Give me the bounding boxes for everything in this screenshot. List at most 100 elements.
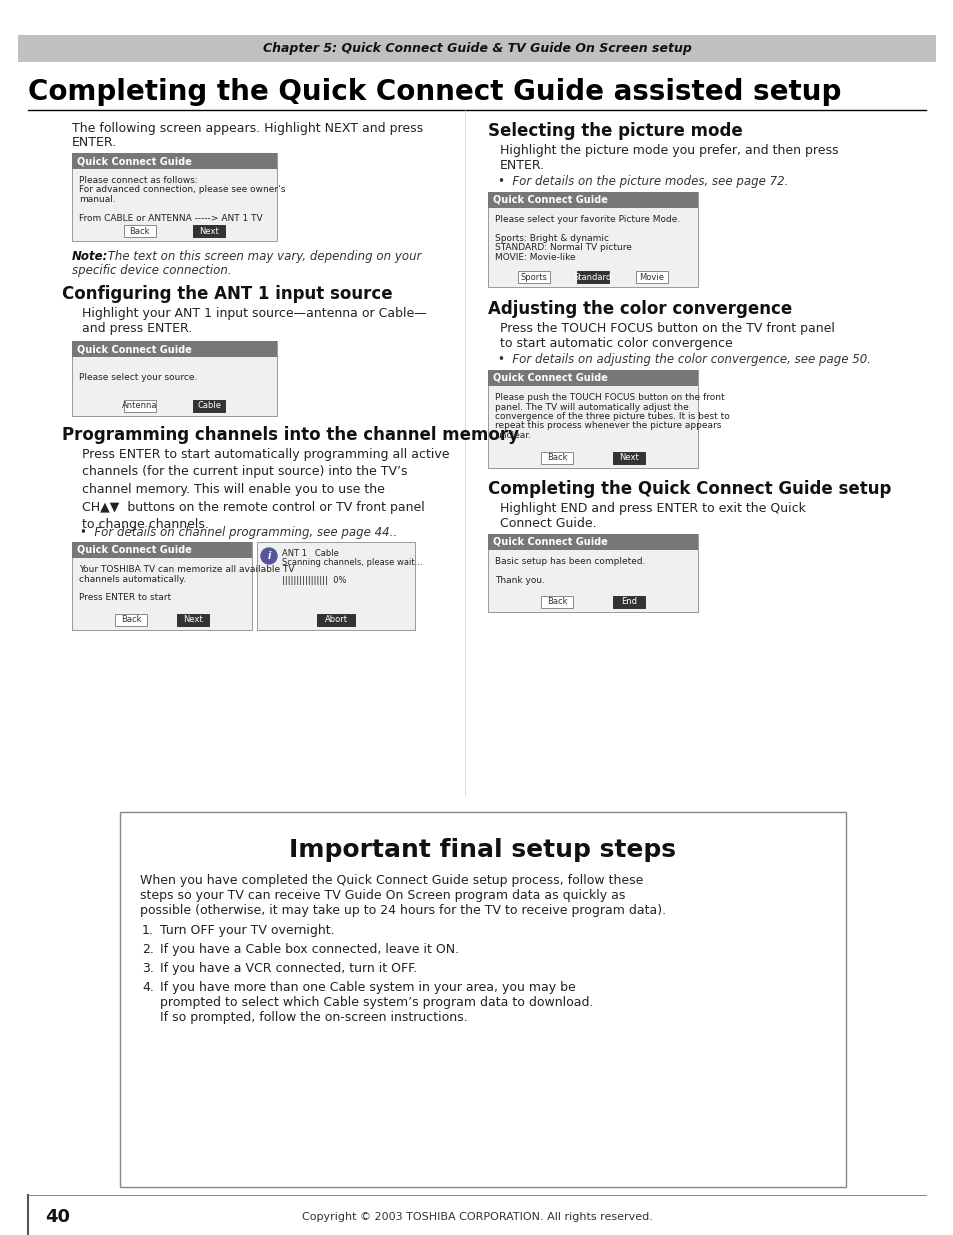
Bar xyxy=(176,614,209,626)
Text: If you have more than one Cable system in your area, you may be: If you have more than one Cable system i… xyxy=(160,981,576,994)
Text: Next: Next xyxy=(199,226,219,236)
Text: and press ENTER.: and press ENTER. xyxy=(82,322,193,335)
Text: Scanning channels, please wait...: Scanning channels, please wait... xyxy=(282,558,422,567)
Text: 4.: 4. xyxy=(142,981,153,994)
Text: Highlight the picture mode you prefer, and then press: Highlight the picture mode you prefer, a… xyxy=(499,144,838,157)
Bar xyxy=(488,534,698,550)
Bar xyxy=(71,341,276,416)
Text: •  For details on adjusting the color convergence, see page 50.: • For details on adjusting the color con… xyxy=(497,353,870,366)
Text: 2.: 2. xyxy=(142,944,153,956)
Text: Antenna: Antenna xyxy=(122,401,157,410)
Text: convergence of the three picture tubes. It is best to: convergence of the three picture tubes. … xyxy=(495,412,729,421)
Text: Highlight END and press ENTER to exit the Quick: Highlight END and press ENTER to exit th… xyxy=(499,501,805,515)
Text: Important final setup steps: Important final setup steps xyxy=(289,839,676,862)
Text: Standard: Standard xyxy=(574,273,612,282)
Text: Highlight your ANT 1 input source—antenna or Cable—: Highlight your ANT 1 input source—antenn… xyxy=(82,308,426,320)
Bar xyxy=(488,370,698,468)
Text: Turn OFF your TV overnight.: Turn OFF your TV overnight. xyxy=(160,924,335,937)
Text: Quick Connect Guide: Quick Connect Guide xyxy=(493,195,607,205)
Text: For advanced connection, please see owner’s: For advanced connection, please see owne… xyxy=(79,185,285,194)
Text: Selecting the picture mode: Selecting the picture mode xyxy=(488,122,742,140)
Text: ENTER.: ENTER. xyxy=(499,159,544,172)
Bar xyxy=(612,597,644,608)
Text: Back: Back xyxy=(121,615,141,625)
Bar xyxy=(488,370,698,387)
Text: From CABLE or ANTENNA -----> ANT 1 TV: From CABLE or ANTENNA -----> ANT 1 TV xyxy=(79,214,262,224)
Text: repeat this process whenever the picture appears: repeat this process whenever the picture… xyxy=(495,421,720,431)
Bar xyxy=(316,614,355,626)
Text: ||||||||||||||||  0%: |||||||||||||||| 0% xyxy=(282,576,346,585)
Text: Back: Back xyxy=(546,453,567,462)
Text: 1.: 1. xyxy=(142,924,153,937)
Text: Adjusting the color convergence: Adjusting the color convergence xyxy=(488,300,791,317)
Text: 3.: 3. xyxy=(142,962,153,974)
Text: ENTER.: ENTER. xyxy=(71,136,117,149)
Text: Quick Connect Guide: Quick Connect Guide xyxy=(77,345,192,354)
Text: Quick Connect Guide: Quick Connect Guide xyxy=(77,156,192,165)
Bar xyxy=(71,542,252,630)
Text: When you have completed the Quick Connect Guide setup process, follow these: When you have completed the Quick Connec… xyxy=(140,874,642,887)
Bar xyxy=(577,270,608,283)
Bar xyxy=(18,35,935,62)
Text: specific device connection.: specific device connection. xyxy=(71,264,232,277)
Text: Configuring the ANT 1 input source: Configuring the ANT 1 input source xyxy=(62,285,393,303)
Text: Completing the Quick Connect Guide assisted setup: Completing the Quick Connect Guide assis… xyxy=(28,78,841,106)
Text: Connect Guide.: Connect Guide. xyxy=(499,517,596,530)
Text: steps so your TV can receive TV Guide On Screen program data as quickly as: steps so your TV can receive TV Guide On… xyxy=(140,889,625,902)
Text: Please connect as follows:: Please connect as follows: xyxy=(79,177,197,185)
Text: •  For details on channel programming, see page 44..: • For details on channel programming, se… xyxy=(80,526,396,538)
Text: unclear.: unclear. xyxy=(495,431,531,440)
Bar xyxy=(124,225,155,237)
Bar xyxy=(71,542,252,558)
Text: Quick Connect Guide: Quick Connect Guide xyxy=(493,373,607,383)
Text: If so prompted, follow the on-screen instructions.: If so prompted, follow the on-screen ins… xyxy=(160,1011,467,1024)
Text: Movie: Movie xyxy=(639,273,663,282)
Bar xyxy=(124,400,155,412)
Text: Next: Next xyxy=(183,615,202,625)
Bar xyxy=(635,270,667,283)
Text: •  For details on the picture modes, see page 72.: • For details on the picture modes, see … xyxy=(497,175,787,188)
Text: Abort: Abort xyxy=(324,615,347,625)
Text: i: i xyxy=(267,551,271,561)
Text: MOVIE: Movie-like: MOVIE: Movie-like xyxy=(495,253,575,262)
Bar xyxy=(488,191,698,287)
Bar xyxy=(120,811,845,1187)
Text: 40: 40 xyxy=(45,1208,70,1226)
Text: Cable: Cable xyxy=(197,401,221,410)
Text: Chapter 5: Quick Connect Guide & TV Guide On Screen setup: Chapter 5: Quick Connect Guide & TV Guid… xyxy=(262,42,691,56)
Text: End: End xyxy=(620,598,636,606)
Text: Please push the TOUCH FOCUS button on the front: Please push the TOUCH FOCUS button on th… xyxy=(495,393,724,403)
Text: Quick Connect Guide: Quick Connect Guide xyxy=(493,537,607,547)
Text: The following screen appears. Highlight NEXT and press: The following screen appears. Highlight … xyxy=(71,122,423,135)
Text: Copyright © 2003 TOSHIBA CORPORATION. All rights reserved.: Copyright © 2003 TOSHIBA CORPORATION. Al… xyxy=(301,1212,652,1221)
Bar xyxy=(193,225,225,237)
Text: Please select your favorite Picture Mode.: Please select your favorite Picture Mode… xyxy=(495,215,679,224)
Bar xyxy=(488,534,698,613)
Text: Please select your source.: Please select your source. xyxy=(79,373,197,383)
Text: Note:: Note: xyxy=(71,249,109,263)
Bar xyxy=(517,270,550,283)
Text: Sports: Bright & dynamic: Sports: Bright & dynamic xyxy=(495,233,608,243)
Text: ANT 1   Cable: ANT 1 Cable xyxy=(282,550,338,558)
Text: STANDARD: Normal TV picture: STANDARD: Normal TV picture xyxy=(495,243,631,252)
Text: Basic setup has been completed.: Basic setup has been completed. xyxy=(495,557,645,566)
Text: Completing the Quick Connect Guide setup: Completing the Quick Connect Guide setup xyxy=(488,480,890,498)
Bar xyxy=(193,400,225,412)
Bar xyxy=(71,153,276,241)
Text: The text on this screen may vary, depending on your: The text on this screen may vary, depend… xyxy=(104,249,421,263)
Text: Your TOSHIBA TV can memorize all available TV: Your TOSHIBA TV can memorize all availab… xyxy=(79,564,294,574)
Bar xyxy=(71,153,276,169)
Circle shape xyxy=(261,548,276,564)
Text: panel. The TV will automatically adjust the: panel. The TV will automatically adjust … xyxy=(495,403,688,411)
Text: Back: Back xyxy=(130,226,150,236)
Text: Next: Next xyxy=(618,453,638,462)
Text: If you have a Cable box connected, leave it ON.: If you have a Cable box connected, leave… xyxy=(160,944,458,956)
Text: prompted to select which Cable system’s program data to download.: prompted to select which Cable system’s … xyxy=(160,995,593,1009)
Text: Back: Back xyxy=(546,598,567,606)
Text: Press ENTER to start: Press ENTER to start xyxy=(79,594,171,603)
Bar xyxy=(488,191,698,207)
Text: If you have a VCR connected, turn it OFF.: If you have a VCR connected, turn it OFF… xyxy=(160,962,416,974)
Bar xyxy=(540,452,573,464)
Text: Programming channels into the channel memory: Programming channels into the channel me… xyxy=(62,426,518,445)
Text: manual.: manual. xyxy=(79,195,115,204)
